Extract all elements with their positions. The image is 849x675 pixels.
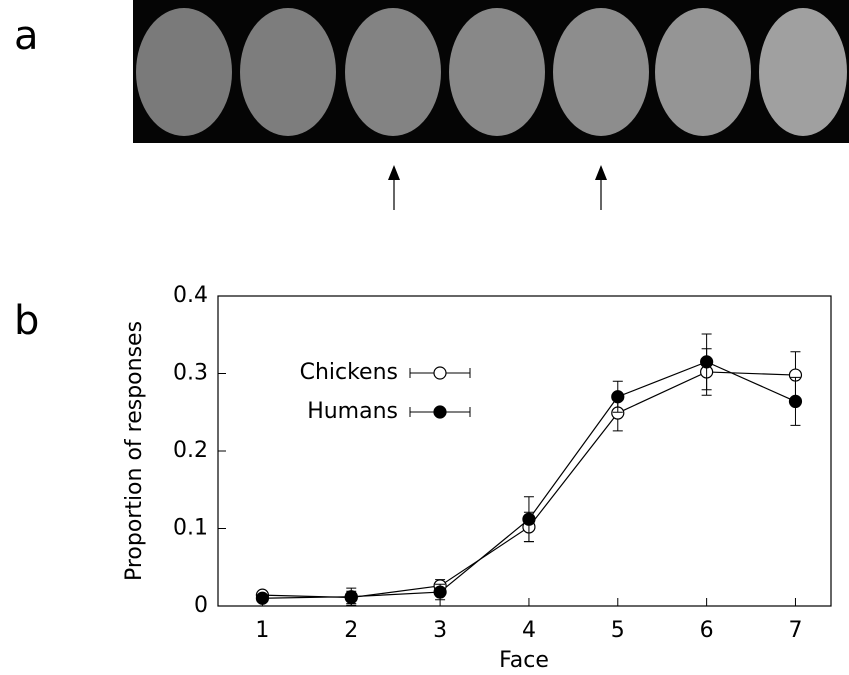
legend-marker xyxy=(433,405,447,419)
face xyxy=(759,8,847,136)
marker xyxy=(611,390,625,404)
arrow-head xyxy=(388,165,400,180)
series-line xyxy=(262,361,796,599)
x-tick-label: 4 xyxy=(522,618,536,643)
legend-label: Humans xyxy=(307,399,398,424)
marker xyxy=(344,590,358,604)
panel-label: b xyxy=(14,298,39,344)
y-tick-label: 0.2 xyxy=(173,438,208,463)
x-tick-label: 5 xyxy=(611,618,625,643)
face xyxy=(136,8,232,136)
face xyxy=(449,8,545,136)
arrow-head xyxy=(595,165,607,180)
marker xyxy=(700,355,714,369)
marker xyxy=(255,591,270,605)
panel-label: a xyxy=(14,13,39,59)
x-tick-label: 2 xyxy=(344,618,358,643)
y-tick-label: 0 xyxy=(194,593,208,618)
face-strip xyxy=(133,0,849,143)
plot-frame xyxy=(217,295,832,607)
x-tick-label: 6 xyxy=(700,618,714,643)
face xyxy=(240,8,336,136)
x-tick-label: 7 xyxy=(788,618,802,643)
y-axis-label: Proportion of responses xyxy=(122,321,147,581)
arrows xyxy=(388,165,607,210)
y-tick-label: 0.1 xyxy=(173,516,208,541)
face xyxy=(655,8,751,136)
x-tick-label: 1 xyxy=(255,618,269,643)
marker xyxy=(522,512,536,526)
marker xyxy=(433,585,447,599)
y-tick-label: 0.4 xyxy=(173,283,208,308)
face xyxy=(553,8,649,136)
legend-marker xyxy=(433,366,447,380)
legend-label: Chickens xyxy=(300,360,398,385)
y-tick-label: 0.3 xyxy=(173,361,208,386)
x-tick-label: 3 xyxy=(433,618,447,643)
face xyxy=(345,8,441,136)
x-axis-label: Face xyxy=(499,648,549,673)
marker xyxy=(788,394,803,408)
